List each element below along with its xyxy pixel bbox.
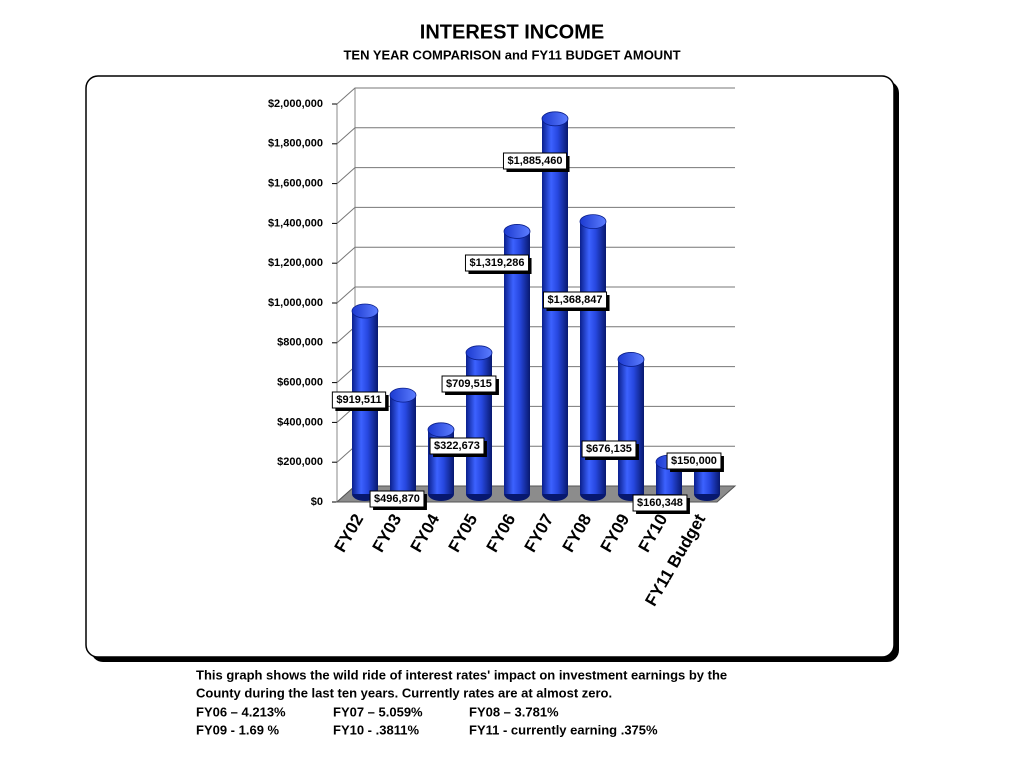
chart-title: INTEREST INCOME <box>420 21 604 43</box>
y-tick-label: $1,400,000 <box>268 217 323 229</box>
grid-line <box>336 127 735 145</box>
value-label-box <box>441 375 497 393</box>
value-label: $150,000 <box>666 452 724 472</box>
value-label: $160,348 <box>632 494 690 514</box>
y-tick-label: $200,000 <box>277 456 323 468</box>
notes: This graph shows the wild ride of intere… <box>196 667 727 737</box>
value-label: $496,870 <box>369 490 427 510</box>
bar <box>390 395 416 494</box>
bar-top <box>351 303 379 319</box>
value-label: $709,515 <box>441 375 499 395</box>
value-label: $1,368,847 <box>542 291 610 311</box>
value-label-box <box>369 490 425 508</box>
value-label-box <box>502 152 568 170</box>
value-label-box <box>632 494 688 512</box>
value-label-box <box>581 440 637 458</box>
value-label-box <box>331 391 387 409</box>
bar <box>466 352 492 494</box>
y-tick-label: $1,600,000 <box>268 178 323 190</box>
value-label-text: $1,885,460 <box>507 155 562 167</box>
bar-top <box>465 345 493 361</box>
note-line: County during the last ten years. Curren… <box>196 685 612 700</box>
value-label-text: $676,135 <box>586 443 632 455</box>
value-label-text: $1,319,286 <box>469 257 524 269</box>
y-tick-label: $600,000 <box>277 377 323 389</box>
y-tick-label: $400,000 <box>277 416 323 428</box>
value-label-box <box>464 254 530 272</box>
grid-line <box>336 167 735 184</box>
value-label: $676,135 <box>581 440 639 460</box>
y-tick-label: $0 <box>311 496 323 508</box>
value-label-text: $709,515 <box>446 378 492 390</box>
chart-subtitle: TEN YEAR COMPARISON and FY11 BUDGET AMOU… <box>343 47 680 62</box>
rate: FY11 - currently earning .375% <box>469 722 658 737</box>
bar-top <box>579 214 607 229</box>
rate: FY10 - .3811% <box>333 722 419 737</box>
rate: FY07 – 5.059% <box>333 704 423 719</box>
bar-top <box>427 422 455 438</box>
value-label-text: $160,348 <box>637 497 683 509</box>
value-label-text: $919,511 <box>336 394 381 406</box>
grid-line <box>336 246 735 264</box>
grid-line <box>336 206 735 224</box>
value-label-text: $322,673 <box>434 440 480 452</box>
grid-line <box>336 87 735 105</box>
y-tick-label: $1,200,000 <box>268 257 323 269</box>
bar-top <box>389 387 417 403</box>
note-line: This graph shows the wild ride of intere… <box>196 667 727 682</box>
value-label: $1,319,286 <box>464 254 532 274</box>
value-label: $322,673 <box>429 437 487 457</box>
rate: FY09 - 1.69 % <box>196 722 280 737</box>
rate: FY06 – 4.213% <box>196 704 286 719</box>
y-tick-label: $1,000,000 <box>268 297 323 309</box>
value-label: $1,885,460 <box>502 152 570 172</box>
y-tick-label: $800,000 <box>277 337 323 349</box>
grid-line <box>336 286 735 304</box>
bar-top <box>503 224 531 239</box>
value-label-text: $496,870 <box>374 493 420 505</box>
value-label: $919,511 <box>331 391 389 411</box>
value-label-text: $150,000 <box>671 455 717 467</box>
bar <box>504 231 530 494</box>
value-label-text: $1,368,847 <box>547 294 602 306</box>
bar-top <box>541 111 569 127</box>
value-label-box <box>542 291 608 309</box>
rate: FY08 – 3.781% <box>469 704 559 719</box>
value-label-box <box>429 437 485 455</box>
y-tick-label: $1,800,000 <box>268 138 323 150</box>
y-tick-label: $2,000,000 <box>268 98 323 110</box>
value-label-box <box>666 452 722 470</box>
bar <box>618 359 644 494</box>
bar-top <box>617 352 645 367</box>
